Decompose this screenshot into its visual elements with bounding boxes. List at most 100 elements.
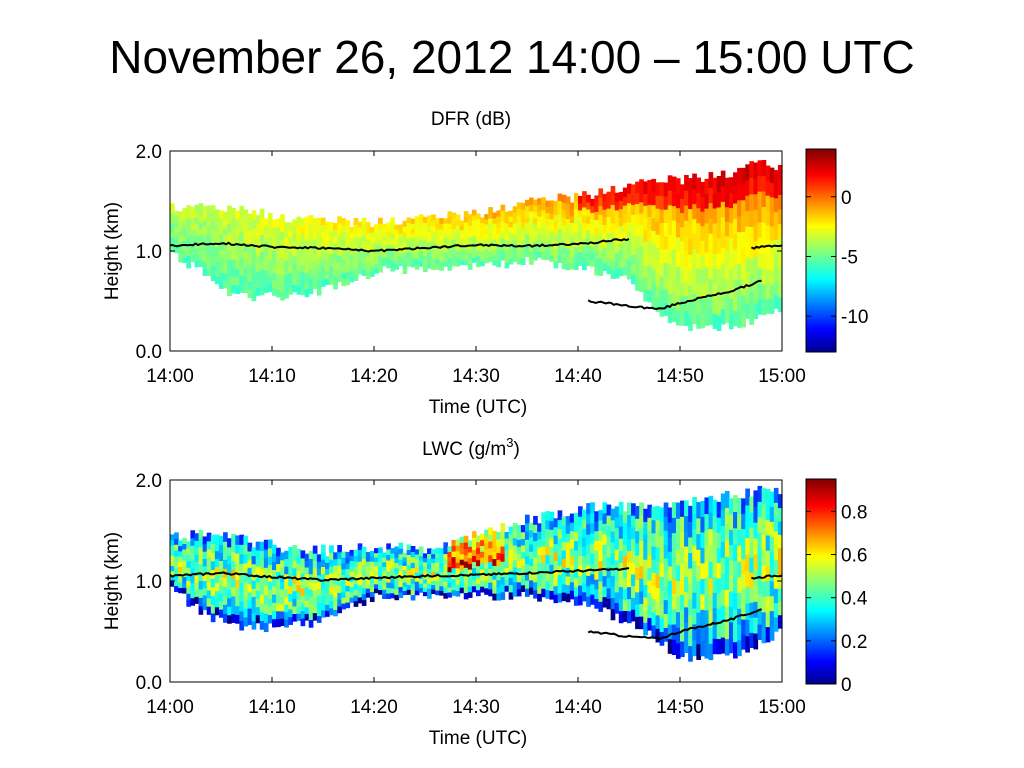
heatmap-cell (406, 236, 412, 243)
heatmap-cell (504, 567, 510, 574)
heatmap-cell (610, 541, 616, 554)
heatmap-cell (561, 261, 567, 270)
heatmap-cell (598, 560, 604, 572)
heatmap-cell (308, 269, 314, 279)
heatmap-cell (594, 540, 599, 551)
heatmap-cell (696, 267, 701, 284)
heatmap-cell (320, 224, 326, 232)
heatmap-cell (214, 574, 220, 584)
heatmap-cell (651, 585, 657, 600)
heatmap-cell (251, 612, 257, 622)
heatmap-cell (688, 315, 693, 331)
heatmap-cell (680, 500, 685, 517)
heatmap-cell (288, 585, 293, 595)
heatmap-cell (374, 243, 379, 250)
heatmap-cell (198, 260, 204, 268)
heatmap-cell (598, 223, 604, 233)
heatmap-cell (435, 547, 440, 554)
heatmap-cell (243, 580, 249, 591)
heatmap-cell (569, 581, 575, 591)
heatmap-cell (745, 241, 750, 258)
heatmap-cell (569, 209, 575, 217)
heatmap-cell (190, 234, 196, 241)
heatmap-cell (647, 192, 653, 205)
heatmap-cell (749, 632, 755, 648)
heatmap-cell (422, 582, 428, 588)
heatmap-cell (753, 585, 759, 602)
heatmap-cell (724, 307, 730, 323)
heatmap-cell (749, 259, 755, 276)
heatmap-cell (549, 537, 555, 548)
heatmap-cell (223, 249, 228, 258)
heatmap-cell (692, 639, 697, 657)
lower-black-line (587, 279, 762, 310)
heatmap-cell (247, 289, 253, 299)
heatmap-cell (724, 605, 730, 623)
heatmap-cell (374, 233, 379, 240)
heatmap-cell (320, 258, 326, 267)
heatmap-cell (325, 227, 330, 235)
heatmap-cell (459, 233, 465, 239)
heatmap-cell (561, 583, 567, 593)
x-tick-label: 14:10 (248, 697, 296, 718)
heatmap-cell (467, 591, 473, 598)
heatmap-cell (182, 229, 187, 236)
heatmap-cell (459, 542, 465, 549)
heatmap-cell (267, 614, 273, 624)
heatmap-cell (484, 587, 489, 595)
heatmap-cell (329, 545, 334, 553)
heatmap-cell (296, 247, 302, 256)
heatmap-cell (447, 211, 453, 218)
heatmap-cell (655, 560, 661, 575)
heatmap-cell (333, 552, 338, 560)
heatmap-cell (357, 549, 363, 556)
heatmap-cell (272, 257, 277, 266)
heatmap-cell (235, 243, 240, 253)
heatmap-cell (582, 206, 587, 216)
heatmap-cell (586, 208, 591, 217)
heatmap-cell (402, 556, 408, 562)
heatmap-cell (561, 246, 567, 255)
heatmap-cell (341, 591, 347, 598)
heatmap-cell (361, 546, 367, 554)
heatmap-cell (631, 204, 636, 215)
heatmap-cell (626, 193, 632, 204)
heatmap-cell (251, 563, 257, 573)
heatmap-cell (680, 516, 685, 533)
heatmap-cell (618, 513, 624, 527)
heatmap-cell (512, 233, 518, 241)
heatmap-cell (565, 233, 571, 241)
heatmap-cell (194, 235, 200, 243)
heatmap-cell (712, 238, 718, 254)
heatmap-cell (276, 587, 281, 596)
heatmap-cell (565, 593, 571, 603)
heatmap-cell (316, 287, 322, 296)
heatmap-cell (700, 640, 706, 657)
heatmap-cell (471, 537, 477, 544)
heatmap-cell (757, 562, 763, 579)
heatmap-cell (422, 265, 428, 272)
heatmap-cell (390, 217, 395, 224)
heatmap-cell (288, 570, 293, 579)
heatmap-cell (284, 252, 289, 261)
heatmap-cell (251, 588, 257, 597)
heatmap-cell (606, 535, 612, 547)
heatmap-cell (537, 251, 542, 258)
heatmap-cell (365, 227, 371, 234)
heatmap-cell (737, 560, 742, 578)
heatmap-cell (398, 224, 404, 230)
heatmap-cell (529, 204, 534, 212)
heatmap-cell (578, 216, 583, 225)
heatmap-cell (516, 245, 522, 253)
heatmap-cell (386, 576, 391, 583)
heatmap-cell (582, 222, 587, 231)
heatmap-cell (406, 241, 412, 248)
heatmap-cell (643, 265, 648, 278)
heatmap-cell (443, 570, 449, 577)
heatmap-cell (626, 202, 632, 213)
heatmap-cell (728, 590, 734, 607)
heatmap-cell (357, 543, 363, 550)
heatmap-cell (569, 235, 575, 243)
heatmap-cell (659, 302, 665, 317)
heatmap-cell (516, 567, 522, 576)
